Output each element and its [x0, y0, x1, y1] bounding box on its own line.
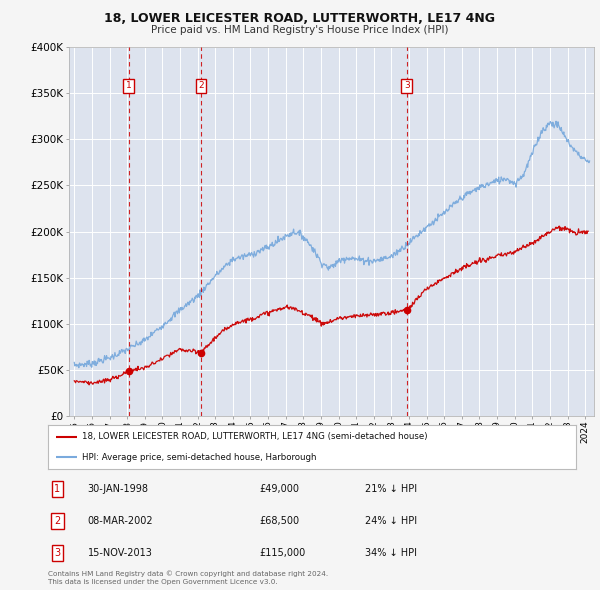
Text: 18, LOWER LEICESTER ROAD, LUTTERWORTH, LE17 4NG (semi-detached house): 18, LOWER LEICESTER ROAD, LUTTERWORTH, L…: [82, 432, 428, 441]
Text: 08-MAR-2002: 08-MAR-2002: [88, 516, 153, 526]
Text: £68,500: £68,500: [259, 516, 299, 526]
Text: £115,000: £115,000: [259, 548, 305, 558]
Text: 1: 1: [55, 484, 61, 494]
Text: This data is licensed under the Open Government Licence v3.0.: This data is licensed under the Open Gov…: [48, 579, 278, 585]
Text: Contains HM Land Registry data © Crown copyright and database right 2024.: Contains HM Land Registry data © Crown c…: [48, 571, 328, 577]
Text: HPI: Average price, semi-detached house, Harborough: HPI: Average price, semi-detached house,…: [82, 453, 317, 461]
Text: 15-NOV-2013: 15-NOV-2013: [88, 548, 152, 558]
Text: 18, LOWER LEICESTER ROAD, LUTTERWORTH, LE17 4NG: 18, LOWER LEICESTER ROAD, LUTTERWORTH, L…: [104, 12, 496, 25]
Text: 21% ↓ HPI: 21% ↓ HPI: [365, 484, 417, 494]
Text: 34% ↓ HPI: 34% ↓ HPI: [365, 548, 417, 558]
Text: Price paid vs. HM Land Registry's House Price Index (HPI): Price paid vs. HM Land Registry's House …: [151, 25, 449, 35]
Text: 24% ↓ HPI: 24% ↓ HPI: [365, 516, 417, 526]
Text: 1: 1: [125, 81, 131, 90]
Text: 2: 2: [198, 81, 204, 90]
Text: 3: 3: [404, 81, 410, 90]
Text: 30-JAN-1998: 30-JAN-1998: [88, 484, 149, 494]
Text: 3: 3: [55, 548, 61, 558]
Text: £49,000: £49,000: [259, 484, 299, 494]
Text: 2: 2: [55, 516, 61, 526]
